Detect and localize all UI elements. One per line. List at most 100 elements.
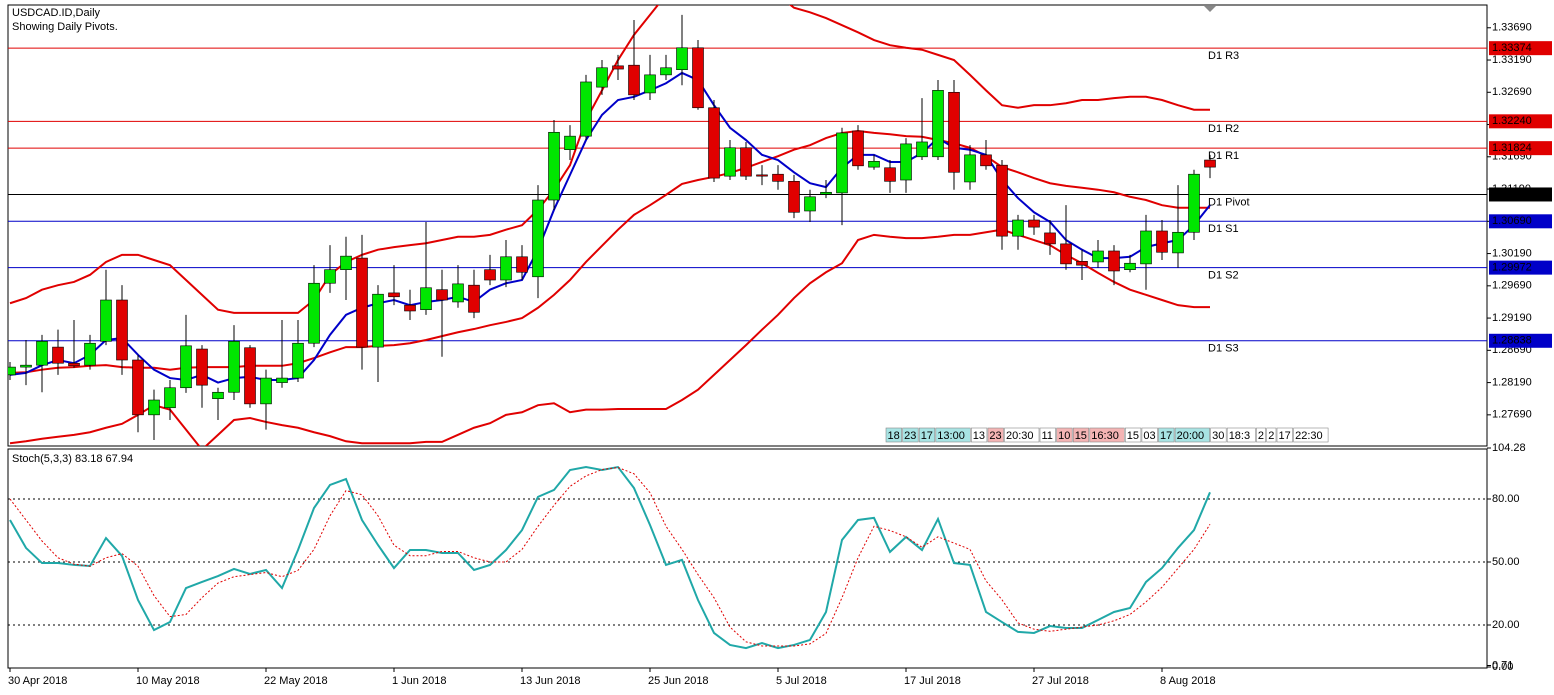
shift-marker	[1204, 6, 1216, 12]
candle-body	[852, 130, 864, 167]
candle-body	[1108, 250, 1120, 272]
event-box	[970, 427, 988, 443]
event-label: 2	[1268, 430, 1274, 442]
y-tick-label: 50.00	[1492, 556, 1520, 568]
candle-body	[324, 269, 336, 284]
candle-body	[596, 67, 608, 88]
event-box	[1039, 427, 1056, 443]
event-label: 20:00	[1177, 430, 1205, 442]
candle-body	[772, 173, 784, 182]
event-box	[1056, 427, 1073, 443]
x-tick-label: 22 May 2018	[264, 675, 328, 687]
price-tag-label: 1.28838	[1492, 335, 1532, 347]
candle-body	[1012, 219, 1024, 237]
candle-body	[692, 47, 704, 109]
event-box	[1293, 427, 1329, 443]
candle-body	[884, 167, 896, 182]
candle-body	[84, 342, 96, 366]
candle-body	[1140, 230, 1152, 265]
y-tick-label: 104.28	[1492, 442, 1526, 454]
event-label: 18	[888, 430, 900, 442]
candle-body	[820, 191, 832, 195]
indicator-line	[9, 71, 1211, 384]
candle-body	[868, 161, 880, 168]
y-tick-label: 0.00	[1492, 661, 1513, 673]
candle-body	[1028, 219, 1040, 228]
candle-body	[196, 348, 208, 386]
pivot-label: D1 S3	[1208, 343, 1239, 355]
price-tag	[1489, 333, 1552, 348]
candle-body	[100, 299, 112, 342]
candle-body	[900, 143, 912, 181]
candle-body	[68, 362, 80, 367]
x-tick-label: 10 May 2018	[136, 675, 200, 687]
x-tick-label: 13 Jun 2018	[520, 675, 581, 687]
candle-body	[420, 287, 432, 310]
candle-body	[132, 359, 144, 416]
price-tag	[1489, 214, 1552, 229]
candle-body	[356, 257, 368, 348]
indicator-line	[9, 129, 1210, 374]
candle-body	[148, 399, 160, 416]
candle-body	[724, 147, 736, 177]
pivot-label: D1 R3	[1208, 50, 1239, 62]
y-tick-label: 1.27690	[1492, 409, 1532, 421]
candle-body	[564, 135, 576, 150]
candle-body	[1092, 250, 1104, 263]
event-label: 15	[1127, 430, 1139, 442]
stoch-line	[9, 465, 1211, 650]
candle-body	[468, 284, 480, 313]
event-box	[1266, 427, 1277, 443]
candle-body	[20, 364, 32, 368]
candle-body	[1044, 232, 1056, 245]
candle-body	[676, 47, 688, 71]
candle-body	[484, 269, 496, 281]
candle-body	[932, 90, 944, 158]
candle-body	[916, 141, 928, 158]
candle-body	[388, 292, 400, 298]
event-box	[1141, 427, 1158, 443]
pivot-label: D1 R2	[1208, 123, 1239, 135]
candle-body	[740, 147, 752, 177]
event-box	[1089, 427, 1125, 443]
candle-body	[1124, 262, 1136, 270]
candle-body	[516, 256, 528, 273]
indicator-line	[9, 5, 1210, 314]
indicator-title: Stoch(5,3,3) 83.18 67.94	[12, 453, 133, 465]
candle-body	[244, 347, 256, 405]
candle-body	[1076, 261, 1088, 266]
sub-panel-frame	[7, 448, 1488, 669]
y-tick-label: 1.32690	[1492, 86, 1532, 98]
price-tag-label: 1.31106	[1492, 188, 1531, 200]
event-box	[1004, 427, 1040, 443]
price-tag	[1489, 187, 1552, 202]
price-tag-label: 1.29972	[1492, 262, 1532, 274]
candle-body	[996, 164, 1008, 237]
price-tag	[1489, 260, 1552, 275]
candle-body	[1060, 243, 1072, 265]
pivot-label: D1 Pivot	[1208, 196, 1250, 208]
candle-body	[660, 67, 672, 76]
candle-body	[548, 131, 560, 201]
event-label: 13:00	[937, 430, 965, 442]
event-box	[1210, 427, 1227, 443]
event-box	[885, 427, 902, 443]
candle-body	[404, 304, 416, 312]
candle-body	[628, 64, 640, 96]
event-label: 22:30	[1295, 430, 1323, 442]
x-tick-label: 8 Aug 2018	[1160, 675, 1216, 687]
candle-body	[948, 91, 960, 173]
event-label: 10	[1058, 430, 1070, 442]
y-tick-label: 80.00	[1492, 493, 1520, 505]
pivot-label: D1 S1	[1208, 223, 1239, 235]
candle-body	[1204, 159, 1216, 168]
y-tick-label: 1.29190	[1492, 312, 1532, 324]
price-tag-label: 1.31824	[1492, 142, 1532, 154]
candle-body	[836, 132, 848, 194]
candle-body	[212, 391, 224, 400]
x-tick-label: 17 Jul 2018	[904, 675, 961, 687]
event-label: 30	[1212, 430, 1224, 442]
event-box	[1158, 427, 1175, 443]
event-label: 23	[904, 430, 916, 442]
